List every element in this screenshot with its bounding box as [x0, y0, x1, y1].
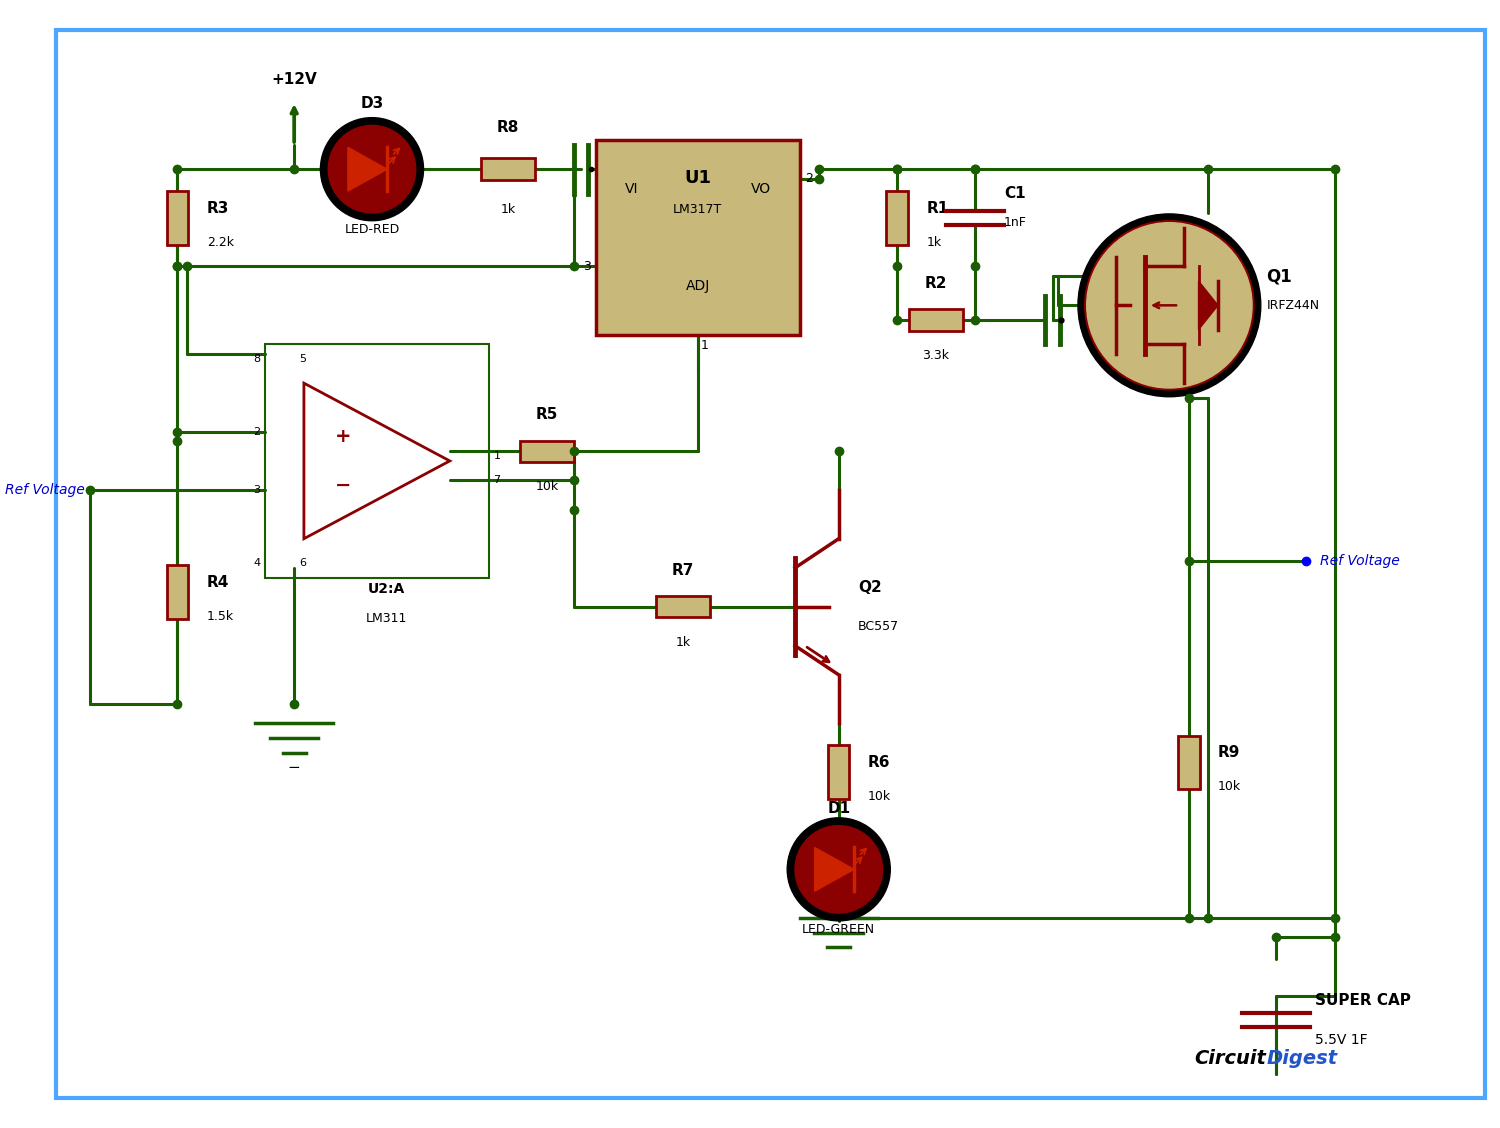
Text: 10k: 10k	[1218, 781, 1240, 793]
Text: 1.5k: 1.5k	[207, 610, 234, 623]
Text: D3: D3	[360, 96, 384, 111]
Text: R4: R4	[207, 575, 230, 590]
Bar	[1178, 735, 1200, 790]
Text: D1: D1	[827, 801, 850, 816]
Text: U1: U1	[684, 169, 711, 187]
Circle shape	[321, 117, 423, 221]
Text: 1: 1	[494, 451, 501, 461]
Text: LED-RED: LED-RED	[345, 222, 399, 236]
Circle shape	[1084, 221, 1254, 390]
Circle shape	[795, 826, 882, 913]
Polygon shape	[1198, 281, 1218, 329]
Text: R3: R3	[207, 201, 230, 215]
Bar	[266, 344, 489, 578]
Text: 3: 3	[584, 259, 591, 273]
Polygon shape	[304, 384, 450, 539]
Text: 8: 8	[254, 354, 260, 364]
Bar	[166, 565, 188, 619]
Text: IRFZ44N: IRFZ44N	[1266, 299, 1320, 311]
Text: 6: 6	[298, 558, 306, 569]
Text: Q1: Q1	[1266, 267, 1293, 285]
Text: R5: R5	[536, 407, 558, 422]
Bar	[828, 746, 849, 799]
Text: 5.5V 1F: 5.5V 1F	[1316, 1032, 1368, 1047]
Text: ADJ: ADJ	[686, 279, 709, 293]
Text: 2: 2	[254, 426, 260, 437]
Text: U2:A: U2:A	[368, 582, 405, 597]
Text: LM317T: LM317T	[674, 203, 723, 217]
Text: Ref Voltage: Ref Voltage	[1320, 554, 1400, 567]
Text: 10k: 10k	[868, 790, 891, 803]
Polygon shape	[815, 847, 854, 891]
Text: −: −	[334, 476, 351, 495]
Text: 1nF: 1nF	[1004, 217, 1028, 229]
Text: Q2: Q2	[858, 580, 882, 594]
Text: 4: 4	[254, 558, 260, 569]
Text: 1: 1	[700, 340, 708, 352]
Text: 10k: 10k	[536, 481, 558, 493]
Text: 7: 7	[494, 475, 501, 485]
Text: C1: C1	[1004, 186, 1026, 201]
Text: R1: R1	[927, 201, 948, 215]
Text: 2.2k: 2.2k	[207, 236, 234, 248]
Text: 2: 2	[804, 173, 813, 185]
Text: 5: 5	[298, 354, 306, 364]
Text: R7: R7	[672, 563, 694, 578]
Polygon shape	[348, 148, 387, 191]
Text: 1k: 1k	[675, 636, 690, 649]
Text: R8: R8	[496, 121, 519, 135]
Text: R2: R2	[924, 275, 946, 291]
Bar	[596, 140, 800, 335]
Bar	[886, 191, 908, 245]
Circle shape	[788, 818, 891, 920]
Bar	[520, 441, 574, 461]
Text: BC557: BC557	[858, 619, 900, 633]
Text: Circuit: Circuit	[1194, 1049, 1266, 1068]
Circle shape	[1078, 214, 1262, 397]
Circle shape	[1086, 222, 1252, 388]
Bar	[166, 191, 188, 245]
Text: VO: VO	[750, 182, 771, 195]
Text: 3: 3	[254, 485, 260, 495]
Text: +12V: +12V	[272, 71, 316, 87]
Text: 1k: 1k	[927, 236, 942, 248]
Text: Ref Voltage: Ref Voltage	[6, 483, 86, 497]
Text: −: −	[288, 760, 300, 775]
Text: VI: VI	[626, 182, 639, 195]
Text: +: +	[334, 428, 351, 446]
Text: LM311: LM311	[366, 611, 408, 625]
Text: LED-GREEN: LED-GREEN	[802, 923, 876, 936]
Text: SUPER CAP: SUPER CAP	[1316, 993, 1412, 1008]
Bar	[482, 159, 536, 179]
Bar	[909, 309, 963, 331]
Text: Digest: Digest	[1266, 1049, 1338, 1068]
Text: R6: R6	[868, 755, 891, 770]
Text: R9: R9	[1218, 746, 1240, 760]
Text: 1k: 1k	[501, 203, 516, 217]
Circle shape	[328, 125, 416, 213]
Text: 3.3k: 3.3k	[922, 349, 950, 362]
Bar	[657, 596, 710, 617]
